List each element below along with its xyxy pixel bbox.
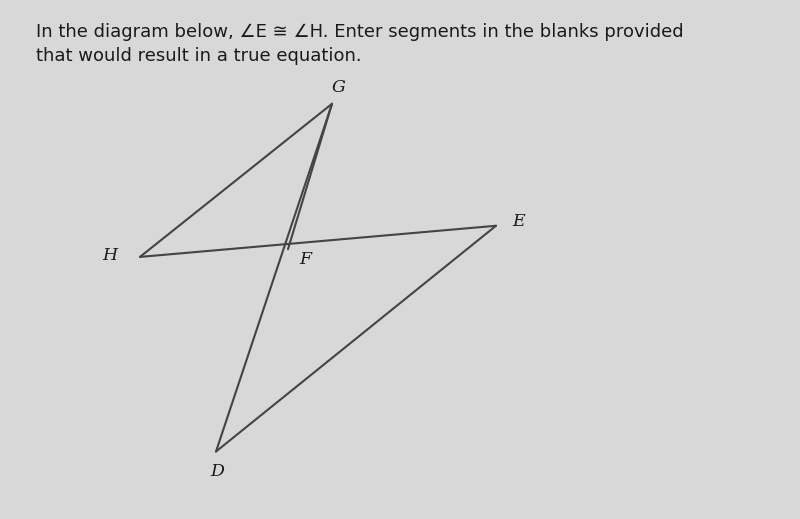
Text: F: F [300,251,312,268]
Text: H: H [102,248,117,264]
Text: that would result in a true equation.: that would result in a true equation. [36,47,362,65]
Text: E: E [512,213,525,230]
Text: D: D [210,463,225,480]
Text: G: G [331,79,346,95]
Text: In the diagram below, ∠E ≅ ∠H. Enter segments in the blanks provided: In the diagram below, ∠E ≅ ∠H. Enter seg… [36,23,684,42]
